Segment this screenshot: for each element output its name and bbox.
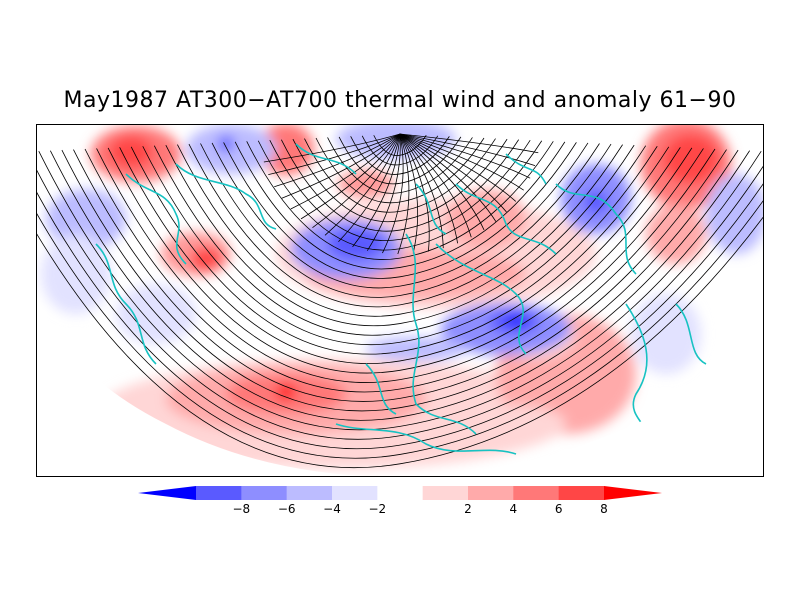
colorbar-swatch [468, 486, 514, 500]
anomaly-map [36, 124, 764, 477]
colorbar-legend: −8 −6 −4 −2 2 4 6 8 [138, 486, 662, 516]
streamline [96, 148, 704, 383]
streamline [73, 149, 727, 402]
streamline [223, 142, 577, 279]
streamline [268, 133, 401, 176]
streamline [399, 133, 485, 231]
streamline [36, 153, 764, 468]
streamline [399, 133, 444, 249]
streamline [361, 135, 439, 166]
streamline [188, 143, 612, 308]
colorbar-tick-label: 4 [510, 502, 518, 516]
streamline [399, 133, 531, 179]
streamline [165, 144, 635, 327]
colorbar-swatch [196, 486, 242, 500]
streamline [36, 151, 764, 440]
colorbar-tick-label: −6 [278, 502, 296, 516]
streamline [350, 136, 450, 175]
colorbar-swatch [286, 486, 333, 500]
streamline [399, 133, 459, 244]
colorbar-swatch [241, 486, 288, 500]
colorbar-swatch [558, 486, 605, 500]
streamline [130, 146, 670, 355]
streamline [61, 149, 739, 412]
streamline [300, 133, 401, 220]
streamline [200, 143, 600, 298]
streamline [312, 133, 401, 228]
thermal-wind-streamlines [36, 133, 764, 468]
streamline [84, 148, 716, 393]
streamline [324, 133, 401, 236]
streamline [338, 133, 401, 243]
streamline [263, 133, 401, 163]
map-frame [36, 124, 764, 477]
streamline [269, 139, 531, 241]
streamline [399, 133, 507, 213]
streamline [107, 147, 693, 374]
streamline [399, 133, 536, 167]
map-panel [36, 124, 764, 477]
streamline [153, 145, 647, 336]
colorbar-arrow-max [604, 486, 662, 500]
streamline [399, 133, 524, 191]
streamline [290, 133, 401, 210]
streamline [304, 138, 496, 213]
streamline [399, 133, 517, 202]
streamline [36, 152, 764, 459]
streamline [177, 144, 623, 317]
streamline [366, 133, 401, 251]
streamline [399, 133, 472, 238]
streamline [211, 142, 589, 289]
streamline [292, 138, 508, 223]
colorbar-swatch [332, 486, 378, 500]
streamline [36, 152, 764, 450]
streamline [38, 150, 762, 431]
colorbar-swatch [422, 486, 469, 500]
streamline [234, 141, 566, 270]
colorbar-swatch [377, 486, 424, 500]
streamline [142, 146, 658, 346]
streamline [399, 133, 497, 222]
streamline [352, 133, 401, 248]
streamline [119, 147, 681, 365]
streamline [397, 133, 410, 255]
colorbar-tick-label: −2 [368, 502, 386, 516]
streamline [280, 139, 519, 232]
colorbar-tick-label: −8 [232, 502, 250, 516]
colorbar-tick-label: 8 [600, 502, 608, 516]
streamline [49, 150, 750, 421]
streamline [274, 133, 401, 188]
streamline [327, 137, 473, 194]
streamline [399, 133, 539, 154]
streamline [338, 136, 462, 185]
colorbar-tick-label: 6 [555, 502, 563, 516]
colorbar-arrow-min [138, 486, 196, 500]
colorbar-tick-label: 2 [464, 502, 472, 516]
colorbar-tick-label: −4 [323, 502, 341, 516]
colorbar-swatch [513, 486, 560, 500]
streamline [399, 133, 430, 252]
plot-title: May1987 AT300−AT700 thermal wind and ano… [63, 88, 737, 113]
streamline [382, 133, 404, 254]
streamline [399, 133, 419, 254]
streamline [281, 133, 401, 199]
